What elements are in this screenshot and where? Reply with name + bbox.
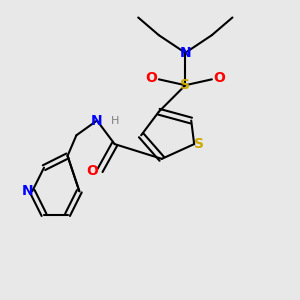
Text: N: N <box>22 184 34 198</box>
Text: O: O <box>213 71 225 85</box>
Text: N: N <box>179 46 191 60</box>
Text: H: H <box>110 116 119 126</box>
Text: S: S <box>194 137 204 151</box>
Text: S: S <box>180 78 190 92</box>
Text: O: O <box>146 71 158 85</box>
Text: N: N <box>91 114 103 128</box>
Text: O: O <box>87 164 98 178</box>
